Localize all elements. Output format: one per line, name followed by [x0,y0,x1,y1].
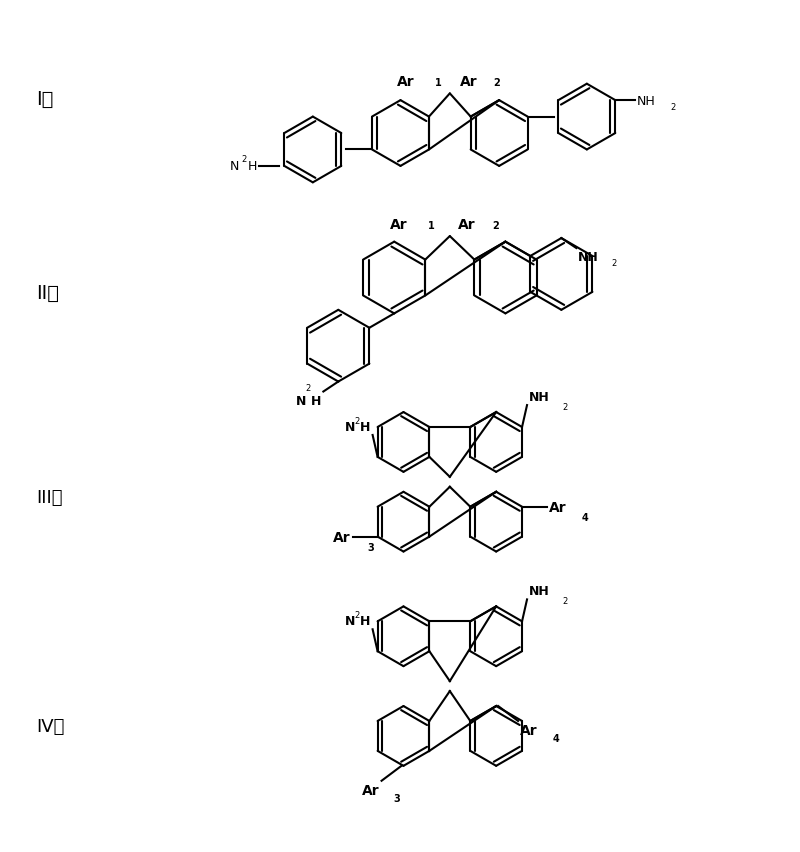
Text: III：: III： [36,488,62,506]
Text: 2: 2 [611,259,617,268]
Text: 2: 2 [562,403,567,412]
Text: Ar: Ar [460,75,478,89]
Text: 1: 1 [435,78,442,89]
Text: IV：: IV： [36,717,65,735]
Text: 2: 2 [354,611,360,619]
Text: N: N [230,160,239,173]
Text: I：: I： [36,89,54,108]
Text: 2: 2 [493,221,499,231]
Text: 3: 3 [368,542,374,552]
Text: II：: II： [36,284,59,302]
Text: H: H [248,160,258,173]
Text: 2: 2 [305,383,310,392]
Text: 2: 2 [562,596,567,606]
Text: 4: 4 [553,733,560,743]
Text: H: H [360,614,370,628]
Text: Ar: Ar [549,500,566,514]
Text: N: N [346,421,356,434]
Text: H: H [360,421,370,434]
Text: N: N [296,394,306,407]
Text: Ar: Ar [458,218,475,232]
Text: Ar: Ar [390,218,408,232]
Text: 4: 4 [582,512,589,522]
Text: Ar: Ar [333,530,350,544]
Text: 2: 2 [354,417,360,425]
Text: 2: 2 [242,155,246,164]
Text: 2: 2 [494,78,501,89]
Text: Ar: Ar [362,783,379,797]
Text: N: N [346,614,356,628]
Text: NH: NH [529,584,550,598]
Text: 3: 3 [394,793,401,803]
Text: H: H [311,394,322,407]
Text: NH: NH [529,390,550,404]
Text: 1: 1 [428,221,434,231]
Text: Ar: Ar [398,75,415,89]
Text: NH: NH [638,95,656,107]
Text: NH: NH [578,250,599,264]
Text: Ar: Ar [520,723,538,737]
Text: 2: 2 [670,102,675,112]
